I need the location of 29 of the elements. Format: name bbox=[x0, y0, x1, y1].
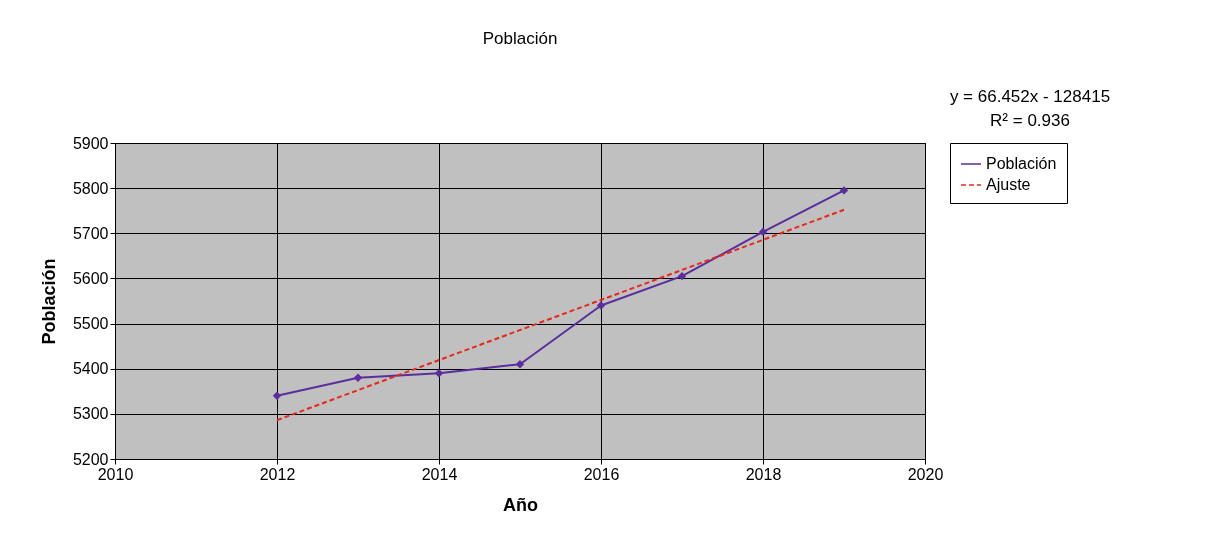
x-axis-title: Año bbox=[503, 494, 538, 515]
x-tick-label: 2020 bbox=[907, 465, 944, 483]
y-tick-label: 5300 bbox=[72, 405, 109, 423]
legend-label: Ajuste bbox=[986, 176, 1031, 193]
x-tick-label: 2012 bbox=[259, 465, 296, 483]
y-tick-label: 5500 bbox=[72, 315, 109, 333]
x-tick-label: 2014 bbox=[421, 465, 458, 483]
x-tick-label: 2016 bbox=[583, 465, 620, 483]
y-tick-label: 5400 bbox=[72, 360, 109, 378]
point bbox=[758, 227, 768, 237]
text: y = 66.452x - 128415 bbox=[949, 87, 1111, 106]
point bbox=[596, 301, 606, 310]
y-axis-title: Población bbox=[38, 258, 59, 345]
point bbox=[677, 271, 687, 281]
y-tick-label: 5700 bbox=[72, 224, 109, 242]
y-tick-label: 5200 bbox=[72, 450, 109, 468]
x-tick-label: 2018 bbox=[745, 465, 782, 483]
point bbox=[515, 360, 525, 369]
chart-title: Población bbox=[482, 29, 558, 48]
point bbox=[434, 369, 444, 378]
legend-label: Población bbox=[986, 155, 1057, 172]
y-tick-label: 5800 bbox=[72, 179, 109, 197]
x-tick-label: 2010 bbox=[97, 465, 134, 483]
text: R² = 0.936 bbox=[990, 111, 1070, 130]
point bbox=[353, 373, 363, 382]
y-tick-label: 5600 bbox=[72, 269, 109, 287]
point bbox=[272, 391, 282, 400]
point bbox=[839, 186, 849, 195]
y-tick-label: 5900 bbox=[72, 134, 109, 152]
